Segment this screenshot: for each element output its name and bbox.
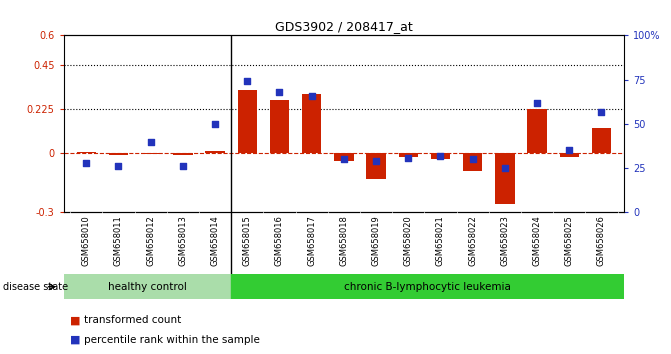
Text: GSM658016: GSM658016: [275, 216, 284, 266]
Text: GSM658021: GSM658021: [436, 216, 445, 266]
Text: percentile rank within the sample: percentile rank within the sample: [84, 335, 260, 345]
Point: [596, 109, 607, 114]
Bar: [205, 152, 225, 153]
Bar: [527, 109, 547, 153]
Point: [307, 93, 317, 98]
Bar: [592, 128, 611, 153]
Bar: [109, 153, 128, 155]
Bar: [399, 153, 418, 157]
Text: ■: ■: [70, 315, 81, 325]
Point: [499, 165, 510, 171]
Text: GSM658010: GSM658010: [82, 216, 91, 266]
Text: GSM658018: GSM658018: [340, 216, 348, 266]
Point: [467, 156, 478, 162]
Point: [242, 79, 253, 84]
Bar: [64, 274, 231, 299]
Text: GSM658022: GSM658022: [468, 216, 477, 266]
Point: [113, 164, 124, 169]
Text: transformed count: transformed count: [84, 315, 181, 325]
Bar: [431, 153, 450, 159]
Text: GSM658023: GSM658023: [501, 216, 509, 266]
Point: [81, 160, 92, 166]
Text: GSM658011: GSM658011: [114, 216, 123, 266]
Text: GSM658012: GSM658012: [146, 216, 155, 266]
Point: [274, 89, 285, 95]
Bar: [141, 153, 160, 154]
Bar: [495, 153, 515, 204]
Text: GSM658019: GSM658019: [372, 216, 380, 266]
Text: disease state: disease state: [3, 282, 68, 292]
Point: [146, 139, 156, 144]
Point: [403, 155, 413, 160]
Point: [370, 158, 381, 164]
Bar: [560, 153, 579, 157]
Text: healthy control: healthy control: [108, 282, 187, 292]
Bar: [173, 153, 193, 155]
Bar: [231, 274, 624, 299]
Point: [339, 156, 350, 162]
Point: [435, 153, 446, 159]
Text: GSM658025: GSM658025: [565, 216, 574, 266]
Bar: [334, 153, 354, 161]
Text: GSM658014: GSM658014: [211, 216, 219, 266]
Text: GSM658017: GSM658017: [307, 216, 316, 266]
Bar: [270, 100, 289, 153]
Bar: [238, 91, 257, 153]
Text: ■: ■: [70, 335, 81, 345]
Bar: [302, 95, 321, 153]
Text: GSM658015: GSM658015: [243, 216, 252, 266]
Text: GSM658024: GSM658024: [533, 216, 541, 266]
Bar: [463, 153, 482, 171]
Text: GSM658020: GSM658020: [404, 216, 413, 266]
Point: [564, 148, 574, 153]
Point: [178, 164, 189, 169]
Point: [210, 121, 221, 127]
Point: [531, 100, 542, 105]
Bar: [366, 153, 386, 179]
Text: GSM658026: GSM658026: [597, 216, 606, 266]
Title: GDS3902 / 208417_at: GDS3902 / 208417_at: [275, 20, 413, 33]
Text: GSM658013: GSM658013: [178, 216, 187, 266]
Text: chronic B-lymphocytic leukemia: chronic B-lymphocytic leukemia: [344, 282, 511, 292]
